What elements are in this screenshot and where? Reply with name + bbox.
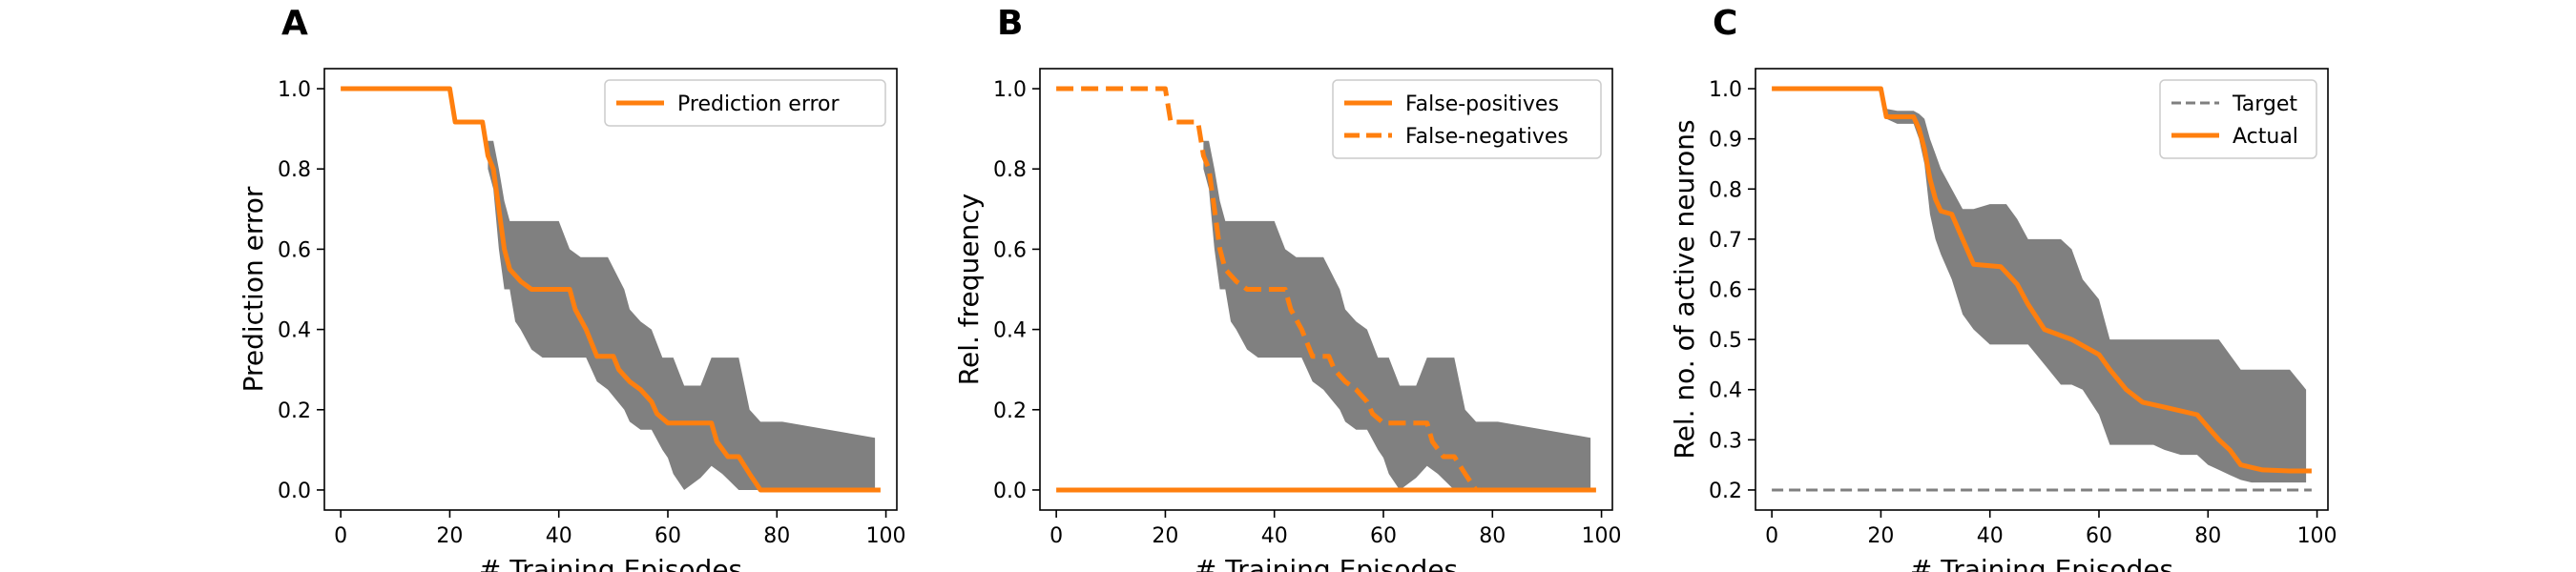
x-axis-label: # Training Episodes (1910, 554, 2173, 572)
y-axis-label: Rel. no. of active neurons (1669, 119, 1700, 459)
legend-frame (2159, 79, 2317, 159)
y-tick-label: 0.3 (1709, 429, 1742, 453)
y-tick-label: 0.9 (1709, 129, 1742, 153)
x-axis-label: # Training Episodes (1195, 554, 1458, 572)
y-tick-label: 0.8 (278, 158, 311, 182)
variance-band (1880, 89, 2307, 483)
panel-letter: C (1713, 4, 1737, 43)
y-tick-label: 0.6 (993, 238, 1027, 262)
y-tick-label: 0.6 (278, 238, 311, 262)
variance-band (1203, 140, 1591, 491)
x-tick-label: 0 (1049, 524, 1063, 548)
y-tick-label: 0.8 (1709, 178, 1742, 202)
legend-frame (1332, 79, 1602, 159)
legend-label: False-positives (1405, 92, 1559, 116)
series-line-actual (1772, 86, 2312, 474)
plot-frame (323, 68, 898, 511)
y-tick-label: 0.0 (993, 480, 1027, 503)
y-tick-label: 0.2 (278, 399, 311, 423)
panel-b: B 0 20 40 60 80 100 0.0 0.2 0.4 0.6 0.8 1.0 # Trainin… (953, 4, 1622, 572)
y-tick-label: 0.7 (1709, 229, 1742, 253)
y-axis-label: Rel. frequency (953, 194, 985, 385)
y-tick-label: 1.0 (1709, 78, 1742, 102)
x-tick-label: 80 (1479, 524, 1506, 548)
x-tick-label: 100 (2297, 524, 2337, 548)
variance-band (488, 140, 876, 491)
panel-letter: B (997, 4, 1023, 43)
panel-c: C 0 20 40 60 80 100 0.2 0.3 0.4 0.5 0.6 0.7 0.8 0.9 1.0… (1669, 4, 2337, 572)
y-axis-label: Prediction error (238, 186, 269, 392)
legend-label: False-negatives (1405, 125, 1568, 149)
legend-label: Actual (2233, 125, 2298, 149)
x-tick-label: 60 (654, 524, 681, 548)
x-tick-label: 40 (1261, 524, 1288, 548)
legend: False-positives False-negatives (1332, 79, 1602, 159)
y-tick-label: 0.4 (1709, 379, 1742, 403)
x-tick-label: 60 (1370, 524, 1397, 548)
y-tick-label: 0.8 (993, 158, 1027, 182)
x-tick-label: 60 (2086, 524, 2112, 548)
legend-label: Target (2232, 92, 2297, 116)
x-tick-label: 100 (1582, 524, 1622, 548)
y-tick-label: 1.0 (993, 78, 1027, 102)
plot-frame (1039, 68, 1613, 511)
legend: Prediction error (604, 79, 886, 127)
x-tick-label: 80 (763, 524, 790, 548)
y-tick-label: 0.0 (278, 480, 311, 503)
series-line-prediction-error (341, 86, 881, 493)
x-axis-label: # Training Episodes (479, 554, 742, 572)
y-tick-label: 0.4 (993, 319, 1027, 343)
x-tick-label: 0 (1765, 524, 1778, 548)
legend: Target Actual (2159, 79, 2317, 159)
y-tick-label: 0.4 (278, 319, 311, 343)
x-tick-label: 40 (546, 524, 572, 548)
legend-label: Prediction error (677, 92, 840, 116)
legend-frame (604, 79, 886, 127)
y-tick-label: 0.2 (993, 399, 1027, 423)
series-line-false-negatives (1056, 86, 1482, 493)
x-tick-label: 20 (1152, 524, 1178, 548)
x-tick-label: 100 (866, 524, 906, 548)
x-tick-label: 20 (436, 524, 463, 548)
y-tick-label: 0.2 (1709, 480, 1742, 503)
y-tick-label: 1.0 (278, 78, 311, 102)
panel-a: A 0 20 40 60 80 100 0.0 0.2 0.4 0.6 0.8 1.0 # Trainin… (238, 4, 906, 572)
x-tick-label: 20 (1867, 524, 1894, 548)
x-tick-label: 40 (1977, 524, 2004, 548)
panel-letter: A (281, 4, 308, 43)
x-tick-label: 80 (2194, 524, 2221, 548)
y-tick-label: 0.6 (1709, 279, 1742, 303)
y-tick-label: 0.5 (1709, 329, 1742, 353)
x-tick-label: 0 (334, 524, 347, 548)
